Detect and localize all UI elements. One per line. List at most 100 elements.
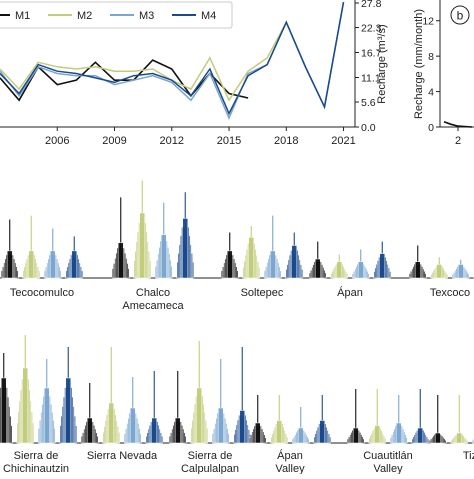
group-label-tecocomulco: Tecocomulco bbox=[10, 287, 74, 299]
boxen-box-level bbox=[161, 235, 166, 278]
boxen-box-level bbox=[353, 428, 358, 443]
boxen-tiz-m1 bbox=[429, 395, 446, 443]
boxen-box-level bbox=[380, 254, 385, 278]
boxen-box-level bbox=[270, 251, 275, 278]
boxen-row-2-marks bbox=[0, 335, 474, 443]
boxen-box-level bbox=[292, 246, 297, 279]
boxen-sierra-de-chichinautzin-m4 bbox=[60, 347, 77, 443]
boxen-box-level bbox=[396, 423, 401, 443]
boxen-cuautitl-n-valley-m4 bbox=[412, 389, 429, 443]
boxen-sierra-nevada-m1 bbox=[81, 383, 98, 443]
boxen-soltepec-m2 bbox=[243, 226, 260, 278]
boxen-sierra-de-calpulalpan-m1 bbox=[169, 371, 186, 443]
boxen-sierra-de-chichinautzin-m1 bbox=[0, 353, 12, 443]
boxen-box-level bbox=[240, 411, 245, 444]
legend-label-m1: M1 bbox=[15, 10, 30, 22]
x-tick-label: 2012 bbox=[160, 135, 184, 147]
boxen-box-level bbox=[109, 403, 114, 443]
boxen-box-level bbox=[23, 368, 28, 443]
boxen-box-level bbox=[358, 262, 363, 278]
boxen-box-level bbox=[72, 251, 77, 278]
boxen-box-level bbox=[249, 237, 254, 278]
boxen-box-level bbox=[320, 421, 325, 444]
boxen-soltepec-m4 bbox=[286, 233, 303, 279]
boxen-box-level bbox=[175, 418, 180, 443]
boxen-box-level bbox=[44, 388, 49, 443]
panel-b-x-ticks: 2 bbox=[455, 127, 461, 147]
boxen-texcoco-m3 bbox=[452, 260, 469, 278]
boxen-pan-valley-m1 bbox=[249, 395, 266, 443]
boxen-sierra-de-chichinautzin-m3 bbox=[38, 359, 55, 443]
panel-b-y-tick-label: 0 bbox=[428, 122, 434, 134]
boxen-pan-valley-m3 bbox=[292, 407, 309, 443]
boxen-box-level bbox=[277, 421, 282, 444]
panel-a-legend: M1 M2 M3 M4 bbox=[0, 2, 232, 28]
boxen-box-level bbox=[298, 428, 303, 443]
boxen-box-level bbox=[197, 388, 202, 443]
boxen-tecocomulco-m1 bbox=[1, 220, 18, 279]
boxen-box-level bbox=[152, 418, 157, 443]
boxen-box-level bbox=[7, 251, 12, 278]
boxen-box-level bbox=[140, 213, 145, 278]
group-label-sierra-nevada: Sierra Nevada bbox=[87, 450, 158, 462]
boxen-box-level bbox=[1, 378, 6, 443]
boxen-pan-m1 bbox=[309, 242, 326, 278]
y-tick-label: 0.0 bbox=[361, 122, 376, 134]
group-label-texcoco: Texcoco bbox=[430, 287, 470, 299]
boxen-box-level bbox=[118, 243, 123, 278]
boxen-box-level bbox=[218, 408, 223, 443]
y-tick-label: 27.8 bbox=[361, 0, 382, 10]
boxen-cuautitl-n-valley-m2 bbox=[369, 389, 386, 443]
boxen-sierra-nevada-m2 bbox=[103, 347, 120, 443]
boxen-row-1-marks bbox=[1, 181, 474, 279]
boxen-box-level bbox=[255, 423, 260, 443]
boxen-chalco-amecameca-m3 bbox=[155, 203, 172, 278]
panel-b-x-tick-label: 2 bbox=[455, 135, 461, 147]
boxen-texcoco-m2 bbox=[431, 257, 448, 278]
boxen-box-level bbox=[418, 428, 423, 443]
boxen-chalco-amecameca-m1 bbox=[112, 197, 129, 278]
boxen-box-level bbox=[183, 218, 188, 278]
x-tick-label: 2018 bbox=[274, 135, 298, 147]
legend-label-m2: M2 bbox=[77, 10, 92, 22]
boxen-box-level bbox=[66, 378, 71, 443]
boxen-chalco-amecameca-m2 bbox=[134, 181, 151, 279]
boxen-pan-valley-m4 bbox=[314, 395, 331, 443]
boxen-pan-m2 bbox=[331, 255, 348, 278]
boxen-sierra-de-calpulalpan-m3 bbox=[212, 359, 229, 443]
group-label-tiz: Tiz bbox=[463, 450, 474, 462]
boxen-box-level bbox=[435, 433, 440, 443]
boxen-tecocomulco-m4 bbox=[66, 236, 83, 278]
group-label-soltepec: Soltepec bbox=[241, 287, 284, 299]
boxen-cuautitl-n-valley-m3 bbox=[390, 395, 407, 443]
boxen-cuautitl-n-valley-m1 bbox=[347, 389, 364, 443]
boxen-soltepec-m1 bbox=[221, 233, 238, 279]
legend-label-m3: M3 bbox=[139, 10, 154, 22]
boxen-tecocomulco-m2 bbox=[23, 216, 40, 278]
boxen-box-level bbox=[315, 259, 320, 278]
legend-label-m4: M4 bbox=[201, 10, 216, 22]
boxen-pan-m3 bbox=[352, 249, 369, 278]
boxen-box-level bbox=[437, 264, 442, 278]
boxen-box-level bbox=[458, 264, 463, 278]
boxen-sierra-nevada-m4 bbox=[146, 371, 163, 443]
boxen-tiz-m2 bbox=[451, 395, 468, 443]
panel-b-y-tick-label: 8 bbox=[428, 51, 434, 63]
boxen-pan-valley-m2 bbox=[271, 395, 288, 443]
boxen-box-level bbox=[50, 251, 55, 278]
panel-a-y-axis-label: Recharge (m³/s) bbox=[376, 24, 388, 103]
x-tick-label: 2006 bbox=[45, 135, 69, 147]
boxen-box-level bbox=[415, 262, 420, 278]
